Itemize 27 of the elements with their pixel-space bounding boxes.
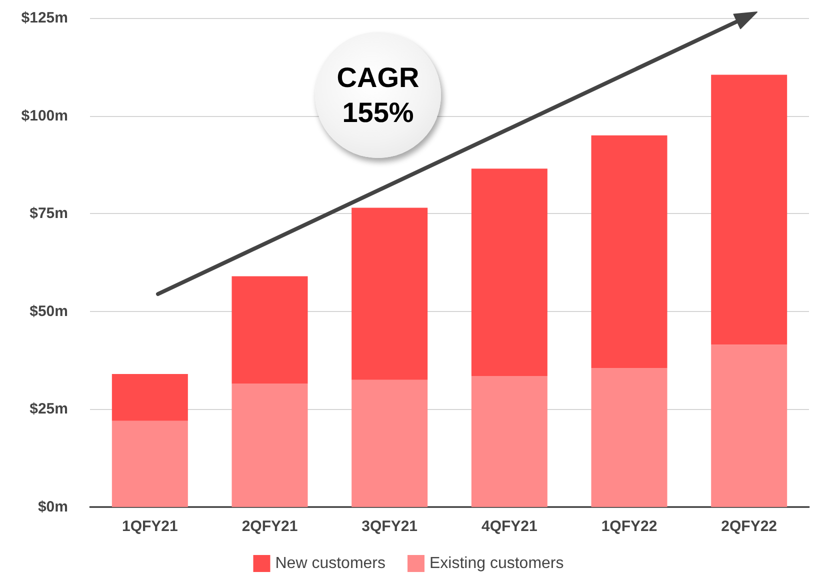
- legend-label: Existing customers: [429, 555, 564, 572]
- x-tick-label: 1QFY21: [122, 518, 178, 535]
- bar: [591, 135, 668, 368]
- legend-label: New customers: [275, 555, 386, 572]
- x-tick-label: 3QFY21: [362, 518, 418, 535]
- x-tick-label: 1QFY22: [601, 518, 658, 535]
- x-tick-label: 4QFY21: [481, 518, 538, 535]
- annotation: CAGR 155%: [336, 61, 420, 130]
- bar: [112, 374, 188, 421]
- y-tick-label: $0m: [38, 498, 68, 516]
- bar: [471, 376, 548, 507]
- y-tick-label: $25m: [30, 400, 68, 418]
- y-tick-label: $100m: [21, 107, 68, 124]
- bar: [352, 208, 428, 380]
- bar: [711, 344, 788, 507]
- y-tick-label: $125m: [21, 10, 68, 26]
- bar: [112, 420, 188, 507]
- bar: [591, 368, 668, 507]
- x-tick-label: 2QFY21: [242, 518, 298, 535]
- y-tick-label: $50m: [30, 302, 68, 320]
- x-tick-label: 2QFY22: [721, 518, 778, 535]
- y-tick-label: $75m: [30, 205, 68, 222]
- bar: [711, 74, 788, 345]
- bar: [471, 168, 548, 376]
- bar: [352, 380, 428, 507]
- bar: [232, 384, 308, 507]
- bar: [232, 276, 308, 384]
